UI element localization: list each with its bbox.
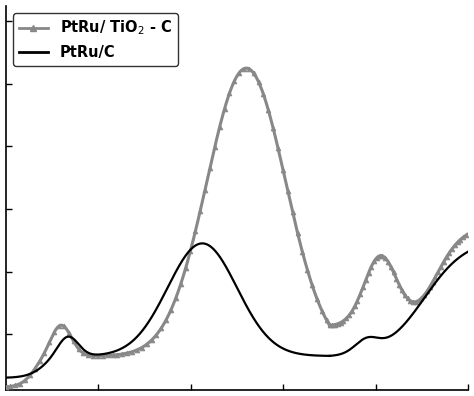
Legend: PtRu/ TiO$_2$ - C, PtRu/C: PtRu/ TiO$_2$ - C, PtRu/C — [13, 13, 178, 65]
